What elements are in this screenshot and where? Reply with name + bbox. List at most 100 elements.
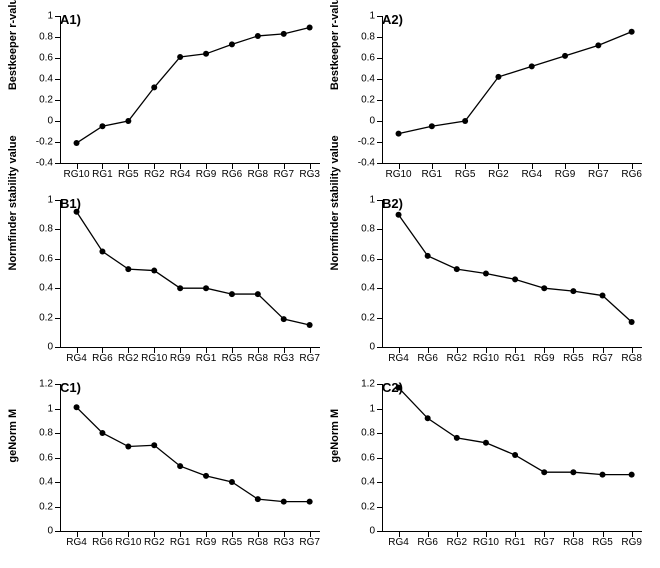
y-tick-label: 0.6	[361, 53, 383, 64]
x-tick-label: RG6	[92, 531, 113, 548]
y-tick-label: 0.2	[39, 312, 61, 323]
data-point	[483, 271, 489, 277]
x-tick-label: RG7	[299, 347, 320, 364]
y-tick-label: -0.2	[358, 137, 383, 148]
y-tick-label: 0.2	[39, 95, 61, 106]
x-tick-label: RG7	[592, 347, 613, 364]
data-point	[229, 41, 235, 47]
y-tick-label: 0.4	[39, 477, 61, 488]
y-tick-label: 1	[369, 403, 383, 414]
x-tick-label: RG4	[388, 531, 409, 548]
y-tick-label: 0.8	[39, 224, 61, 235]
y-tick-label: -0.2	[36, 137, 61, 148]
data-point	[541, 285, 547, 291]
data-point	[177, 54, 183, 60]
data-point	[600, 472, 606, 478]
data-point	[125, 443, 131, 449]
y-tick-label: 1	[47, 195, 61, 206]
y-axis-label: Bestkeeper r-value	[329, 0, 341, 90]
x-tick-label: RG6	[621, 163, 642, 180]
y-tick-label: -0.4	[358, 158, 383, 169]
panel-C1: C1)geNorm M00.20.40.60.811.2RG4RG6RG10RG…	[10, 378, 328, 558]
data-point	[307, 499, 313, 505]
x-tick-label: RG9	[534, 347, 555, 364]
x-tick-label: RG6	[417, 347, 438, 364]
x-tick-label: RG7	[273, 163, 294, 180]
data-point	[541, 469, 547, 475]
panel-C2: C2)geNorm M00.20.40.60.811.2RG4RG6RG2RG1…	[332, 378, 650, 558]
x-tick-label: RG6	[92, 347, 113, 364]
plot-area: 00.20.40.60.81RG4RG6RG2RG10RG1RG9RG5RG7R…	[382, 200, 642, 348]
series-line	[61, 200, 320, 347]
x-tick-label: RG8	[248, 531, 269, 548]
y-axis-label: Normfinder stability value	[7, 135, 19, 270]
y-tick-label: 0	[47, 342, 61, 353]
y-tick-label: 0.8	[39, 428, 61, 439]
data-point	[629, 319, 635, 325]
x-tick-label: RG2	[447, 347, 468, 364]
data-point	[495, 74, 501, 80]
data-point	[307, 322, 313, 328]
data-point	[595, 42, 601, 48]
y-tick-label: 0.6	[39, 53, 61, 64]
x-tick-label: RG10	[473, 531, 499, 548]
y-tick-label: 1	[47, 11, 61, 22]
y-tick-label: 0.2	[361, 312, 383, 323]
chart-grid: A1)Bestkeeper r-value-0.4-0.200.20.40.60…	[10, 10, 650, 558]
data-point	[529, 63, 535, 69]
data-point	[203, 473, 209, 479]
x-tick-label: RG4	[66, 347, 87, 364]
data-point	[462, 118, 468, 124]
data-point	[562, 53, 568, 59]
y-tick-label: 1.2	[39, 379, 61, 390]
plot-area: -0.4-0.200.20.40.60.81RG10RG1RG5RG2RG4RG…	[60, 16, 320, 164]
y-tick-label: 1	[369, 195, 383, 206]
x-tick-label: RG10	[115, 531, 141, 548]
plot-area: 00.20.40.60.811.2RG4RG6RG2RG10RG1RG7RG8R…	[382, 384, 642, 532]
x-tick-label: RG5	[222, 347, 243, 364]
x-tick-label: RG10	[141, 347, 167, 364]
data-point	[74, 209, 80, 215]
x-tick-label: RG3	[299, 163, 320, 180]
x-tick-label: RG9	[555, 163, 576, 180]
series-line	[383, 384, 642, 531]
x-tick-label: RG1	[92, 163, 113, 180]
y-tick-label: 0.6	[39, 452, 61, 463]
x-tick-label: RG5	[222, 531, 243, 548]
data-point	[281, 31, 287, 37]
x-tick-label: RG7	[588, 163, 609, 180]
x-tick-label: RG6	[417, 531, 438, 548]
series-line	[61, 16, 320, 163]
x-tick-label: RG4	[521, 163, 542, 180]
x-tick-label: RG2	[488, 163, 509, 180]
x-tick-label: RG8	[563, 531, 584, 548]
data-point	[255, 496, 261, 502]
plot-area: -0.4-0.200.20.40.60.81RG10RG1RG5RG2RG4RG…	[382, 16, 642, 164]
x-tick-label: RG4	[170, 163, 191, 180]
data-point	[429, 123, 435, 129]
series-line	[383, 16, 642, 163]
x-tick-label: RG8	[621, 347, 642, 364]
data-point	[281, 316, 287, 322]
y-tick-label: -0.4	[36, 158, 61, 169]
data-point	[74, 404, 80, 410]
x-tick-label: RG7	[534, 531, 555, 548]
y-tick-label: 0	[369, 116, 383, 127]
x-tick-label: RG10	[473, 347, 499, 364]
y-tick-label: 0.6	[361, 452, 383, 463]
data-point	[255, 33, 261, 39]
y-tick-label: 0	[369, 342, 383, 353]
data-point	[151, 84, 157, 90]
y-tick-label: 1.2	[361, 379, 383, 390]
data-point	[203, 51, 209, 57]
y-tick-label: 0.2	[39, 501, 61, 512]
data-point	[255, 291, 261, 297]
x-tick-label: RG5	[563, 347, 584, 364]
x-tick-label: RG3	[273, 531, 294, 548]
data-point	[151, 442, 157, 448]
x-tick-label: RG6	[222, 163, 243, 180]
data-point	[125, 118, 131, 124]
x-tick-label: RG8	[248, 347, 269, 364]
x-tick-label: RG9	[170, 347, 191, 364]
y-tick-label: 0.8	[39, 32, 61, 43]
